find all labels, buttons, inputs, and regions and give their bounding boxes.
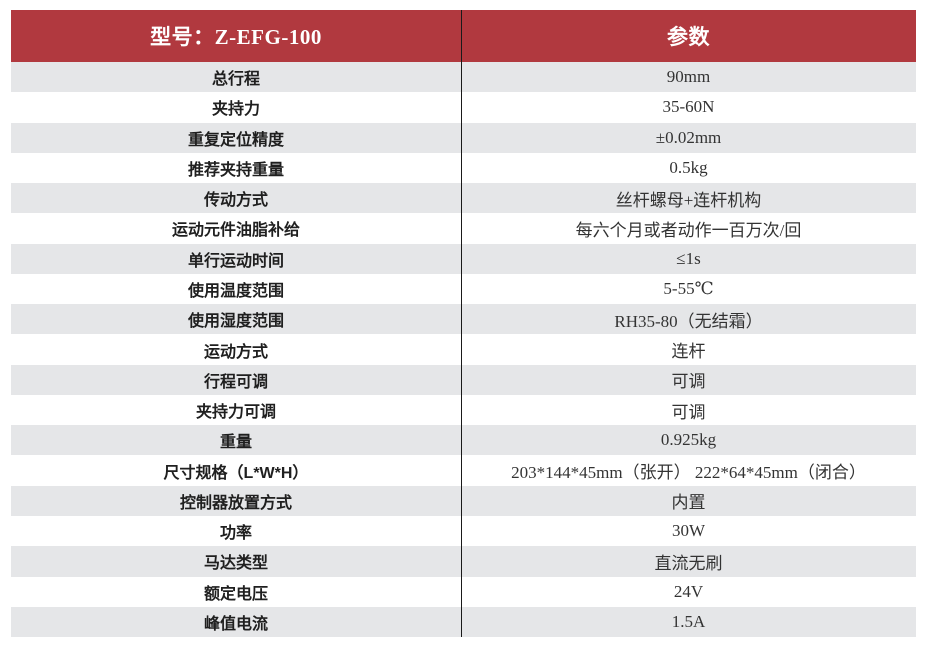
spec-value: 0.925kg: [660, 430, 717, 450]
table-row: 马达类型 直流无刷: [11, 546, 916, 577]
spec-table: 型号：Z-EFG-100 参数 总行程 90mm 夹持力 35-60N 重复定位…: [11, 10, 916, 638]
spec-value: 0.5kg: [669, 157, 708, 177]
spec-label: 总行程: [211, 71, 260, 89]
table-row: 传动方式 丝杆螺母+连杆机构: [11, 183, 916, 214]
table-row: 使用温度范围 5-55℃: [11, 273, 916, 305]
spec-value: 直流无刷: [654, 553, 723, 573]
spec-value: 丝杆螺母+连杆机构: [615, 190, 762, 210]
spec-value: ±0.02mm: [655, 127, 722, 147]
spec-label: 尺寸规格（L*W*H）: [163, 464, 309, 482]
table-row: 推荐夹持重量 0.5kg: [11, 152, 916, 184]
spec-label: 额定电压: [203, 585, 268, 603]
parameter-header-cell: 参数: [667, 25, 710, 49]
spec-label: 单行运动时间: [187, 252, 284, 270]
model-header-cell: 型号：Z-EFG-100: [150, 25, 322, 49]
spec-value: 5-55℃: [663, 278, 714, 298]
table-row: 额定电压 24V: [11, 576, 916, 607]
table-row: 总行程 90mm: [11, 62, 916, 93]
spec-value: 连杆: [671, 342, 706, 362]
spec-value: 每六个月或者动作一百万次/回: [575, 220, 802, 240]
spec-label: 使用湿度范围: [187, 313, 284, 331]
spec-value: 90mm: [666, 67, 711, 87]
table-row: 运动元件油脂补给 每六个月或者动作一百万次/回: [11, 213, 916, 244]
spec-label: 功率: [219, 525, 252, 543]
table-header-row: 型号：Z-EFG-100 参数: [11, 10, 916, 62]
spec-value: 1.5A: [671, 611, 706, 631]
spec-value: 可调: [671, 402, 706, 422]
table-row: 行程可调 可调: [11, 364, 916, 395]
table-row: 使用湿度范围 RH35-80（无结霜）: [11, 304, 916, 335]
spec-label: 运动方式: [203, 343, 268, 361]
table-row: 夹持力可调 可调: [11, 394, 916, 426]
spec-label: 运动元件油脂补给: [171, 222, 300, 240]
table-row: 重量 0.925kg: [11, 425, 916, 456]
table-row: 功率 30W: [11, 515, 916, 547]
spec-value: 内置: [671, 493, 706, 513]
table-row: 夹持力 35-60N: [11, 92, 916, 123]
spec-label: 马达类型: [203, 555, 268, 573]
spec-value: 可调: [671, 372, 706, 392]
spec-label: 重量: [219, 434, 252, 452]
column-divider: [461, 10, 462, 637]
spec-label: 控制器放置方式: [179, 494, 292, 512]
spec-label: 峰值电流: [203, 615, 268, 633]
spec-value: 203*144*45mm（张开） 222*64*45mm（闭合）: [511, 463, 866, 483]
spec-label: 使用温度范围: [187, 282, 284, 300]
spec-label: 行程可调: [203, 373, 268, 391]
table-row: 峰值电流 1.5A: [11, 606, 916, 638]
spec-value: ≤1s: [676, 248, 701, 268]
table-row: 尺寸规格（L*W*H） 203*144*45mm（张开） 222*64*45mm…: [11, 455, 916, 486]
spec-value: 30W: [671, 521, 706, 541]
spec-label: 传动方式: [203, 192, 268, 210]
spec-value: 24V: [673, 581, 704, 601]
table-row: 运动方式 连杆: [11, 334, 916, 365]
spec-label: 推荐夹持重量: [187, 161, 284, 179]
table-row: 单行运动时间 ≤1s: [11, 243, 916, 274]
table-row: 重复定位精度 ±0.02mm: [11, 122, 916, 153]
spec-label: 重复定位精度: [187, 131, 284, 149]
spec-value: RH35-80（无结霜）: [614, 311, 763, 331]
table-body: 总行程 90mm 夹持力 35-60N 重复定位精度 ±0.02mm 推荐夹持重…: [11, 62, 916, 638]
spec-label: 夹持力: [211, 101, 260, 119]
table-row: 控制器放置方式 内置: [11, 485, 916, 516]
spec-label: 夹持力可调: [195, 404, 276, 422]
spec-value: 35-60N: [662, 97, 715, 117]
